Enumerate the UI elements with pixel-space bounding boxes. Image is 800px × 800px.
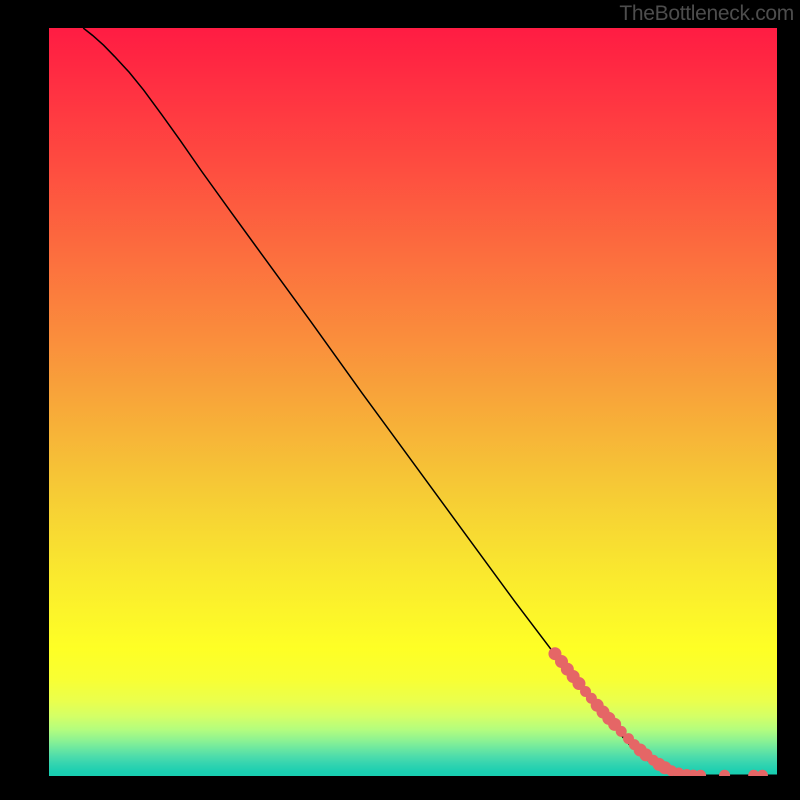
bottleneck-curve xyxy=(83,28,777,775)
data-point-marker xyxy=(720,770,730,776)
chart-overlay-svg xyxy=(49,28,777,776)
watermark-text: TheBottleneck.com xyxy=(619,2,794,26)
chart-plot-area xyxy=(49,28,777,776)
data-point-marker xyxy=(757,770,767,776)
data-point-markers xyxy=(549,648,767,776)
data-point-marker xyxy=(696,770,706,776)
